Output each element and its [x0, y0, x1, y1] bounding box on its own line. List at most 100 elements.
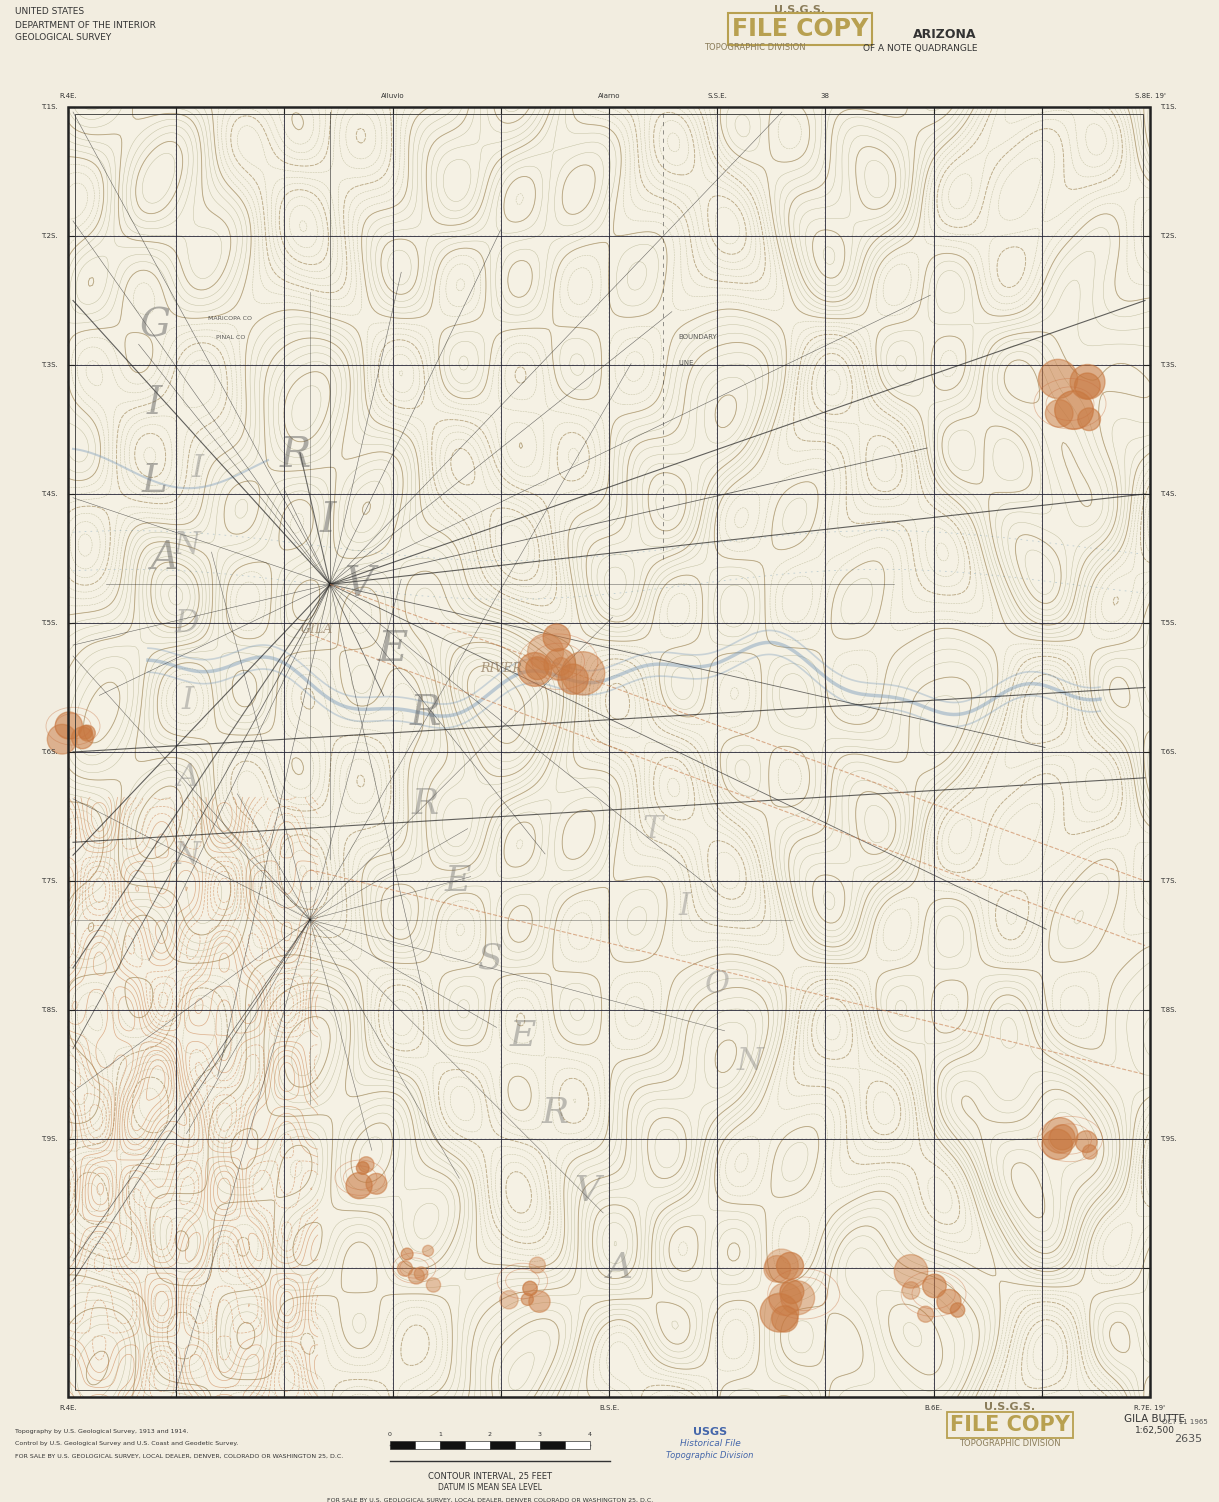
- Text: 2: 2: [488, 1431, 492, 1437]
- Text: FILE COPY: FILE COPY: [950, 1415, 1070, 1434]
- Circle shape: [401, 1248, 413, 1260]
- Text: T.8S.: T.8S.: [41, 1006, 59, 1012]
- Circle shape: [356, 1161, 369, 1175]
- Circle shape: [895, 1254, 928, 1289]
- Text: FILE COPY: FILE COPY: [731, 17, 868, 41]
- Text: E: E: [378, 628, 408, 670]
- Text: R.4E.: R.4E.: [60, 93, 77, 99]
- Text: T.4S.: T.4S.: [41, 491, 59, 497]
- Circle shape: [780, 1280, 803, 1304]
- Text: N: N: [736, 1045, 763, 1077]
- Text: T.5S.: T.5S.: [1160, 620, 1176, 626]
- Circle shape: [529, 1257, 545, 1274]
- Text: S.8E. 19': S.8E. 19': [1135, 93, 1165, 99]
- Text: R.7E. 19': R.7E. 19': [1135, 1404, 1165, 1410]
- Bar: [440, 1440, 464, 1449]
- Text: LINE: LINE: [678, 360, 694, 366]
- Text: T.6S.: T.6S.: [1160, 749, 1176, 756]
- Circle shape: [777, 1253, 803, 1280]
- Circle shape: [562, 652, 605, 695]
- Text: CONTOUR INTERVAL, 25 FEET: CONTOUR INTERVAL, 25 FEET: [428, 1472, 552, 1481]
- Circle shape: [764, 1256, 791, 1283]
- Text: T.1S.: T.1S.: [1160, 104, 1176, 110]
- Circle shape: [780, 1281, 814, 1314]
- Circle shape: [1050, 1125, 1075, 1151]
- Text: DATUM IS MEAN SEA LEVEL: DATUM IS MEAN SEA LEVEL: [438, 1484, 542, 1493]
- Circle shape: [1074, 372, 1101, 398]
- Text: DEPARTMENT OF THE INTERIOR: DEPARTMENT OF THE INTERIOR: [15, 21, 156, 30]
- Text: OCT 11 1965: OCT 11 1965: [1162, 1419, 1208, 1425]
- Text: T.3S.: T.3S.: [41, 362, 59, 368]
- Text: T.9S.: T.9S.: [41, 1136, 59, 1142]
- Circle shape: [346, 1173, 372, 1199]
- Circle shape: [544, 649, 575, 680]
- Circle shape: [937, 1289, 961, 1314]
- Circle shape: [761, 1293, 798, 1332]
- Text: OF A NOTE QUADRANGLE: OF A NOTE QUADRANGLE: [863, 45, 978, 54]
- Text: O: O: [705, 969, 730, 1000]
- Text: R: R: [541, 1096, 568, 1130]
- Circle shape: [772, 1305, 798, 1332]
- Text: I: I: [180, 685, 193, 716]
- Circle shape: [1075, 1131, 1097, 1152]
- Text: TOPOGRAPHIC DIVISION: TOPOGRAPHIC DIVISION: [959, 1439, 1061, 1448]
- Text: T.3S.: T.3S.: [1160, 362, 1176, 368]
- Circle shape: [427, 1278, 440, 1292]
- Circle shape: [1070, 365, 1104, 400]
- Text: I: I: [146, 385, 162, 422]
- Circle shape: [923, 1274, 946, 1298]
- Text: U.S.G.S.: U.S.G.S.: [774, 5, 825, 15]
- Text: 0: 0: [388, 1431, 393, 1437]
- Text: Topography by U.S. Geological Survey, 1913 and 1914.: Topography by U.S. Geological Survey, 19…: [15, 1430, 189, 1434]
- Circle shape: [397, 1262, 412, 1277]
- Circle shape: [1054, 391, 1093, 430]
- Text: GEOLOGICAL SURVEY: GEOLOGICAL SURVEY: [15, 33, 111, 42]
- Text: T.5S.: T.5S.: [41, 620, 59, 626]
- Circle shape: [544, 623, 570, 650]
- Circle shape: [1082, 1145, 1097, 1160]
- Circle shape: [951, 1302, 964, 1317]
- Circle shape: [55, 712, 83, 739]
- Circle shape: [408, 1268, 424, 1284]
- Text: T.7S.: T.7S.: [41, 879, 59, 885]
- Text: PINAL CO: PINAL CO: [216, 335, 245, 339]
- Text: Topographic Division: Topographic Division: [667, 1451, 753, 1460]
- Circle shape: [558, 664, 589, 694]
- Text: BOUNDARY: BOUNDARY: [678, 335, 717, 339]
- Bar: [514, 1440, 540, 1449]
- Text: B.6E.: B.6E.: [924, 1404, 942, 1410]
- Text: 1: 1: [438, 1431, 442, 1437]
- Circle shape: [78, 725, 93, 739]
- Text: GILA BUTTE: GILA BUTTE: [1124, 1413, 1186, 1424]
- Text: TOPOGRAPHIC DIVISION: TOPOGRAPHIC DIVISION: [705, 42, 806, 51]
- Text: G: G: [139, 308, 171, 345]
- Text: T.1S.: T.1S.: [41, 104, 59, 110]
- Circle shape: [1046, 400, 1073, 427]
- Text: Alarno: Alarno: [597, 93, 620, 99]
- Text: T.2S.: T.2S.: [41, 233, 59, 239]
- Circle shape: [1042, 1130, 1073, 1160]
- Text: GILA: GILA: [301, 623, 333, 635]
- Circle shape: [1078, 409, 1101, 431]
- Text: ARIZONA: ARIZONA: [913, 29, 976, 42]
- Text: MARICOPA CO: MARICOPA CO: [208, 315, 252, 321]
- Text: A: A: [151, 541, 179, 577]
- Text: B.S.E.: B.S.E.: [599, 1404, 619, 1410]
- Circle shape: [48, 724, 77, 754]
- Circle shape: [525, 656, 549, 679]
- Text: A: A: [607, 1251, 633, 1286]
- Circle shape: [366, 1173, 386, 1194]
- Text: FOR SALE BY U.S. GEOLOGICAL SURVEY, LOCAL DEALER, DENVER COLORADO OR WASHINGTON : FOR SALE BY U.S. GEOLOGICAL SURVEY, LOCA…: [327, 1497, 653, 1502]
- Circle shape: [769, 1283, 802, 1316]
- Text: RIVER: RIVER: [480, 662, 522, 674]
- Circle shape: [72, 727, 94, 748]
- Text: FOR SALE BY U.S. GEOLOGICAL SURVEY, LOCAL DEALER, DENVER, COLORADO OR WASHINGTON: FOR SALE BY U.S. GEOLOGICAL SURVEY, LOCA…: [15, 1454, 344, 1458]
- Text: R: R: [412, 787, 439, 820]
- Text: 1:62,500: 1:62,500: [1135, 1427, 1175, 1436]
- Circle shape: [528, 634, 563, 670]
- Text: I: I: [679, 891, 691, 922]
- Text: L: L: [141, 463, 167, 500]
- Circle shape: [523, 1281, 538, 1296]
- Text: T.4S.: T.4S.: [1160, 491, 1176, 497]
- Text: T.9S.: T.9S.: [1160, 1136, 1176, 1142]
